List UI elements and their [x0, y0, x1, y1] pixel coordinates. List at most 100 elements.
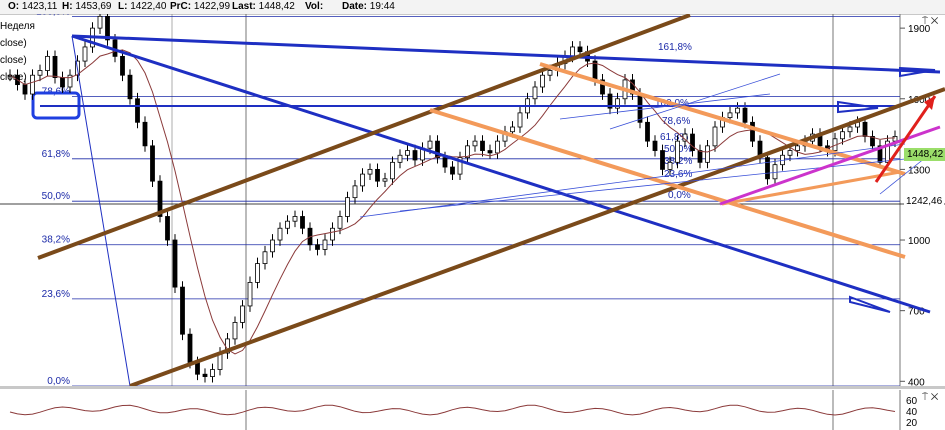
sub-pane-controls[interactable]: ⍑ ✕ — [922, 392, 939, 403]
osc-tick-label: 60 — [906, 396, 918, 407]
candle-body — [712, 126, 718, 147]
candle-body — [442, 157, 448, 168]
candle-body — [412, 150, 418, 161]
main-pane-controls[interactable]: ⍑ ✕ — [922, 16, 939, 27]
candle-body — [390, 161, 395, 180]
candle-body — [840, 131, 845, 140]
ohlc-value: 1423,11 — [19, 1, 58, 12]
candle-body — [667, 161, 673, 170]
fib-right-label: 61,8% — [660, 132, 688, 143]
candle-body — [892, 136, 898, 142]
candle-body — [510, 126, 515, 133]
osc-tick-label: 20 — [906, 418, 918, 429]
candle-body — [652, 140, 658, 151]
candle-body — [142, 121, 148, 147]
ohlc-value: 1448,42 — [255, 1, 295, 12]
y-tick-label: 1300 — [908, 165, 931, 176]
candle-body — [570, 46, 575, 57]
y-tick-label: 700 — [908, 307, 925, 318]
ohlc-value: 1453,69 — [72, 1, 112, 12]
candle-body — [292, 216, 298, 222]
candle-body — [82, 46, 88, 62]
arrowhead-resistance — [837, 100, 879, 114]
candle-body — [360, 173, 365, 187]
candle-body — [472, 140, 478, 147]
candle-body — [727, 112, 733, 118]
candle-body — [577, 46, 583, 53]
candle-body — [480, 140, 485, 151]
candle-body — [637, 93, 643, 123]
fib-level-label: 100,0% — [36, 14, 70, 17]
candle-body — [690, 133, 695, 151]
last-price-badge: 1448,42 — [904, 148, 945, 161]
fib-level-label: 61,8% — [42, 149, 70, 160]
legend-item-ma3[interactable]: close) — [0, 72, 27, 83]
candle-body — [517, 112, 523, 128]
trendline-upper-blue — [71, 34, 941, 74]
trendline-lower-blue — [71, 34, 931, 314]
candle-body — [877, 145, 883, 163]
candle-body — [375, 168, 380, 182]
candle-body — [330, 227, 335, 241]
candle-body — [705, 145, 710, 163]
candle-body — [60, 77, 65, 88]
candle-body — [195, 362, 200, 375]
ohlc-label: L: — [118, 1, 128, 12]
candle-body — [202, 373, 208, 377]
candle-body — [547, 70, 553, 76]
candle-body — [772, 164, 778, 180]
arrowhead-lower — [849, 295, 891, 313]
candle-body — [645, 121, 650, 142]
channel-upper-orange — [539, 62, 906, 176]
candle-body — [495, 140, 500, 154]
candle-body — [795, 145, 800, 151]
legend-item-period[interactable]: Неделя — [0, 21, 35, 32]
pane-divider[interactable] — [0, 386, 945, 389]
ohlc-field-2: L: 1422,40 — [118, 1, 166, 12]
ohlc-field-6: Date: 19:44 — [342, 1, 395, 12]
y-tick-label: 1900 — [908, 24, 931, 35]
fib-level-label: 38,2% — [42, 235, 70, 246]
candle-body — [337, 216, 343, 229]
trendline-thin-blue — [71, 35, 131, 386]
candle-body — [367, 168, 373, 175]
fib-level-label: 23,6% — [42, 289, 70, 300]
candle-body — [22, 84, 28, 95]
candle-body — [885, 140, 890, 163]
price-chart[interactable]: 1900160013001000700400100,0%78,6%61,8%50… — [0, 14, 945, 386]
candle-body — [352, 185, 358, 199]
y-tick-label: 400 — [908, 377, 925, 386]
candle-body — [67, 74, 73, 88]
candle-body — [37, 70, 43, 76]
candle-body — [277, 227, 283, 241]
candle-body — [262, 251, 268, 264]
legend-item-ma1[interactable]: close) — [0, 38, 27, 49]
ohlc-value: 19:44 — [367, 1, 395, 12]
ohlc-label: Vol: — [305, 1, 324, 12]
candle-body — [532, 86, 538, 100]
ohlc-toolbar: O: 1423,11 H: 1453,69 L: 1422,40 PrC: 1422,… — [0, 0, 945, 15]
channel-upper-brown — [37, 14, 691, 260]
candle-body — [165, 216, 170, 241]
candle-body — [180, 286, 185, 335]
candle-body — [465, 145, 470, 159]
candle-body — [315, 244, 320, 250]
candle-body — [97, 15, 103, 29]
candle-body — [45, 55, 50, 71]
legend-item-ma2[interactable]: close) — [0, 55, 27, 66]
candle-body — [150, 145, 155, 182]
candle-body — [697, 150, 703, 163]
fib-level-label: 0,0% — [47, 376, 70, 386]
candle-body — [540, 74, 545, 88]
candle-body — [427, 140, 433, 149]
candle-body — [750, 121, 755, 142]
candle-body — [30, 74, 35, 95]
candle-body — [120, 55, 125, 76]
candle-body — [487, 150, 493, 154]
candle-body — [615, 98, 620, 109]
candle-body — [457, 157, 463, 175]
candle-body — [285, 220, 290, 229]
candle-body — [127, 74, 133, 100]
ohlc-field-5: Vol: — [305, 1, 323, 12]
